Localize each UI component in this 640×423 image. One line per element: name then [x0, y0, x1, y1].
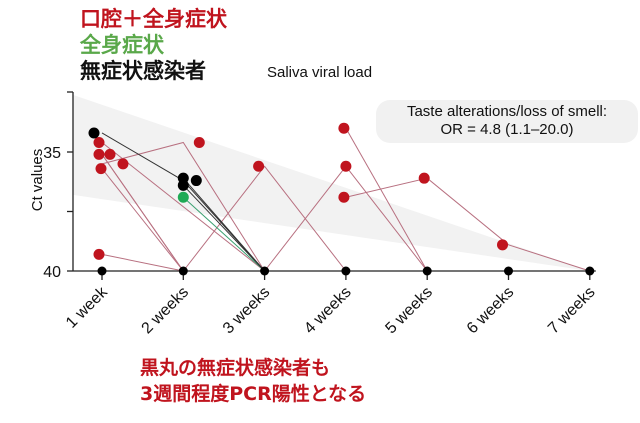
caption-line-2: 3週間程度PCR陽性となる — [140, 383, 367, 405]
y-tick-label: 40 — [43, 264, 61, 281]
x-tick-label: 6 weeks — [464, 284, 518, 338]
series-line — [182, 184, 265, 272]
data-point — [340, 160, 352, 172]
baseline-point — [585, 266, 595, 276]
y-axis-label: Ct values — [29, 149, 46, 212]
series-line — [101, 168, 184, 272]
baseline-point — [422, 266, 432, 276]
caption-line-1: 黒丸の無症状感染者も — [140, 357, 331, 379]
series-line — [101, 253, 184, 272]
series-line — [345, 177, 590, 272]
x-tick-label: 2 weeks — [139, 284, 193, 338]
legend: 口腔＋全身症状 全身症状 無症状感染者 — [80, 6, 227, 84]
data-point — [338, 122, 350, 134]
data-point — [253, 160, 265, 172]
legend-asymptomatic: 無症状感染者 — [80, 59, 206, 83]
data-point — [338, 191, 350, 203]
data-point — [95, 163, 107, 175]
series-line — [345, 127, 428, 272]
baseline-point — [260, 266, 270, 276]
baseline-point — [97, 266, 107, 276]
data-point — [193, 136, 205, 148]
x-tick-label: 1 week — [63, 283, 112, 332]
x-tick-label: 4 weeks — [301, 284, 355, 338]
legend-oral-systemic: 口腔＋全身症状 — [80, 7, 227, 31]
series-line — [182, 196, 265, 272]
data-point — [177, 179, 189, 191]
data-point — [497, 239, 508, 251]
caption: 黒丸の無症状感染者も 3週間程度PCR陽性となる — [140, 355, 366, 407]
series-line — [101, 142, 265, 272]
data-point — [177, 191, 189, 203]
annotation-line-1: Taste alterations/loss of smell: — [406, 103, 608, 120]
series-line — [101, 154, 184, 272]
legend-systemic: 全身症状 — [80, 33, 164, 57]
data-point — [93, 136, 105, 148]
x-tick-label: 3 weeks — [220, 284, 274, 338]
baseline-point — [341, 266, 351, 276]
y-tick-label: 35 — [43, 145, 61, 162]
data-point — [117, 158, 129, 170]
x-tick-label: 5 weeks — [382, 284, 436, 338]
data-point — [93, 148, 105, 160]
series-line — [182, 177, 265, 272]
data-point — [88, 127, 100, 139]
data-point — [418, 172, 430, 184]
x-tick-label: 7 weeks — [545, 284, 599, 338]
baseline-point — [178, 266, 188, 276]
annotation-line-2: OR = 4.8 (1.1–20.0) — [440, 121, 574, 138]
odds-ratio-annotation: Taste alterations/loss of smell: OR = 4.… — [376, 100, 638, 143]
data-point — [104, 148, 116, 160]
series-line — [101, 141, 266, 272]
data-point — [93, 248, 105, 260]
data-point — [190, 175, 202, 187]
baseline-point — [504, 266, 513, 276]
chart-title: Saliva viral load — [267, 64, 373, 81]
series-line — [182, 165, 347, 272]
